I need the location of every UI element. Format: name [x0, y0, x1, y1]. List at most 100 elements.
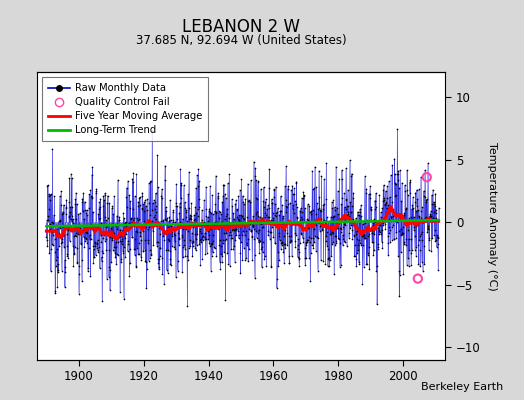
Point	[84, 226, 92, 233]
Point	[161, 215, 170, 222]
Point	[397, 230, 406, 236]
Point	[342, 197, 350, 203]
Point	[246, 198, 254, 205]
Point	[414, 261, 422, 268]
Point	[395, 228, 403, 234]
Point	[219, 240, 227, 246]
Point	[47, 268, 55, 274]
Point	[294, 236, 302, 242]
Point	[214, 226, 222, 232]
Point	[170, 225, 179, 232]
Point	[124, 248, 132, 254]
Point	[135, 251, 143, 258]
Point	[178, 220, 187, 226]
Point	[140, 246, 149, 253]
Point	[224, 260, 233, 267]
Point	[422, 174, 431, 180]
Point	[362, 186, 370, 192]
Point	[51, 263, 60, 270]
Point	[235, 224, 244, 230]
Point	[50, 212, 58, 218]
Point	[226, 229, 234, 235]
Point	[95, 244, 104, 250]
Point	[63, 253, 71, 260]
Point	[346, 208, 355, 215]
Point	[380, 220, 389, 227]
Point	[321, 220, 329, 226]
Point	[381, 200, 389, 207]
Point	[52, 231, 61, 238]
Point	[303, 237, 311, 244]
Point	[104, 222, 113, 228]
Point	[388, 198, 397, 205]
Point	[94, 247, 102, 253]
Point	[95, 199, 103, 205]
Point	[237, 238, 245, 245]
Point	[343, 243, 351, 249]
Point	[45, 250, 53, 256]
Point	[184, 205, 193, 212]
Point	[118, 241, 126, 247]
Point	[86, 235, 95, 242]
Point	[225, 219, 234, 225]
Point	[269, 234, 277, 241]
Point	[264, 232, 272, 239]
Point	[343, 212, 351, 218]
Point	[271, 240, 279, 246]
Point	[159, 218, 167, 224]
Point	[409, 227, 418, 233]
Point	[350, 232, 358, 238]
Point	[218, 253, 226, 259]
Point	[207, 241, 215, 248]
Point	[160, 216, 169, 222]
Point	[423, 223, 432, 230]
Point	[337, 226, 345, 232]
Point	[252, 194, 260, 201]
Point	[68, 204, 77, 210]
Point	[110, 244, 118, 250]
Point	[93, 240, 102, 247]
Point	[48, 240, 56, 247]
Point	[101, 238, 109, 244]
Point	[307, 250, 315, 256]
Point	[278, 239, 287, 246]
Point	[346, 199, 354, 206]
Point	[343, 202, 352, 209]
Point	[53, 225, 61, 232]
Point	[79, 208, 87, 214]
Point	[54, 261, 62, 267]
Point	[345, 157, 354, 164]
Point	[126, 205, 134, 212]
Point	[181, 199, 189, 206]
Point	[348, 222, 357, 228]
Point	[267, 264, 276, 270]
Point	[372, 204, 380, 210]
Point	[202, 236, 211, 242]
Point	[316, 206, 324, 213]
Point	[131, 236, 139, 242]
Point	[85, 236, 94, 242]
Point	[249, 222, 257, 229]
Point	[92, 188, 100, 194]
Point	[204, 217, 212, 224]
Point	[300, 205, 309, 212]
Point	[267, 196, 276, 202]
Point	[301, 255, 309, 261]
Point	[412, 186, 421, 193]
Point	[231, 237, 239, 243]
Point	[405, 236, 413, 242]
Point	[261, 196, 270, 202]
Point	[272, 220, 281, 226]
Point	[86, 272, 94, 279]
Point	[51, 249, 59, 256]
Point	[147, 178, 155, 184]
Point	[372, 219, 380, 226]
Point	[267, 263, 275, 269]
Point	[255, 236, 264, 243]
Point	[310, 233, 319, 239]
Point	[221, 237, 230, 244]
Point	[385, 178, 393, 184]
Point	[315, 167, 323, 174]
Point	[270, 201, 279, 207]
Point	[359, 233, 367, 239]
